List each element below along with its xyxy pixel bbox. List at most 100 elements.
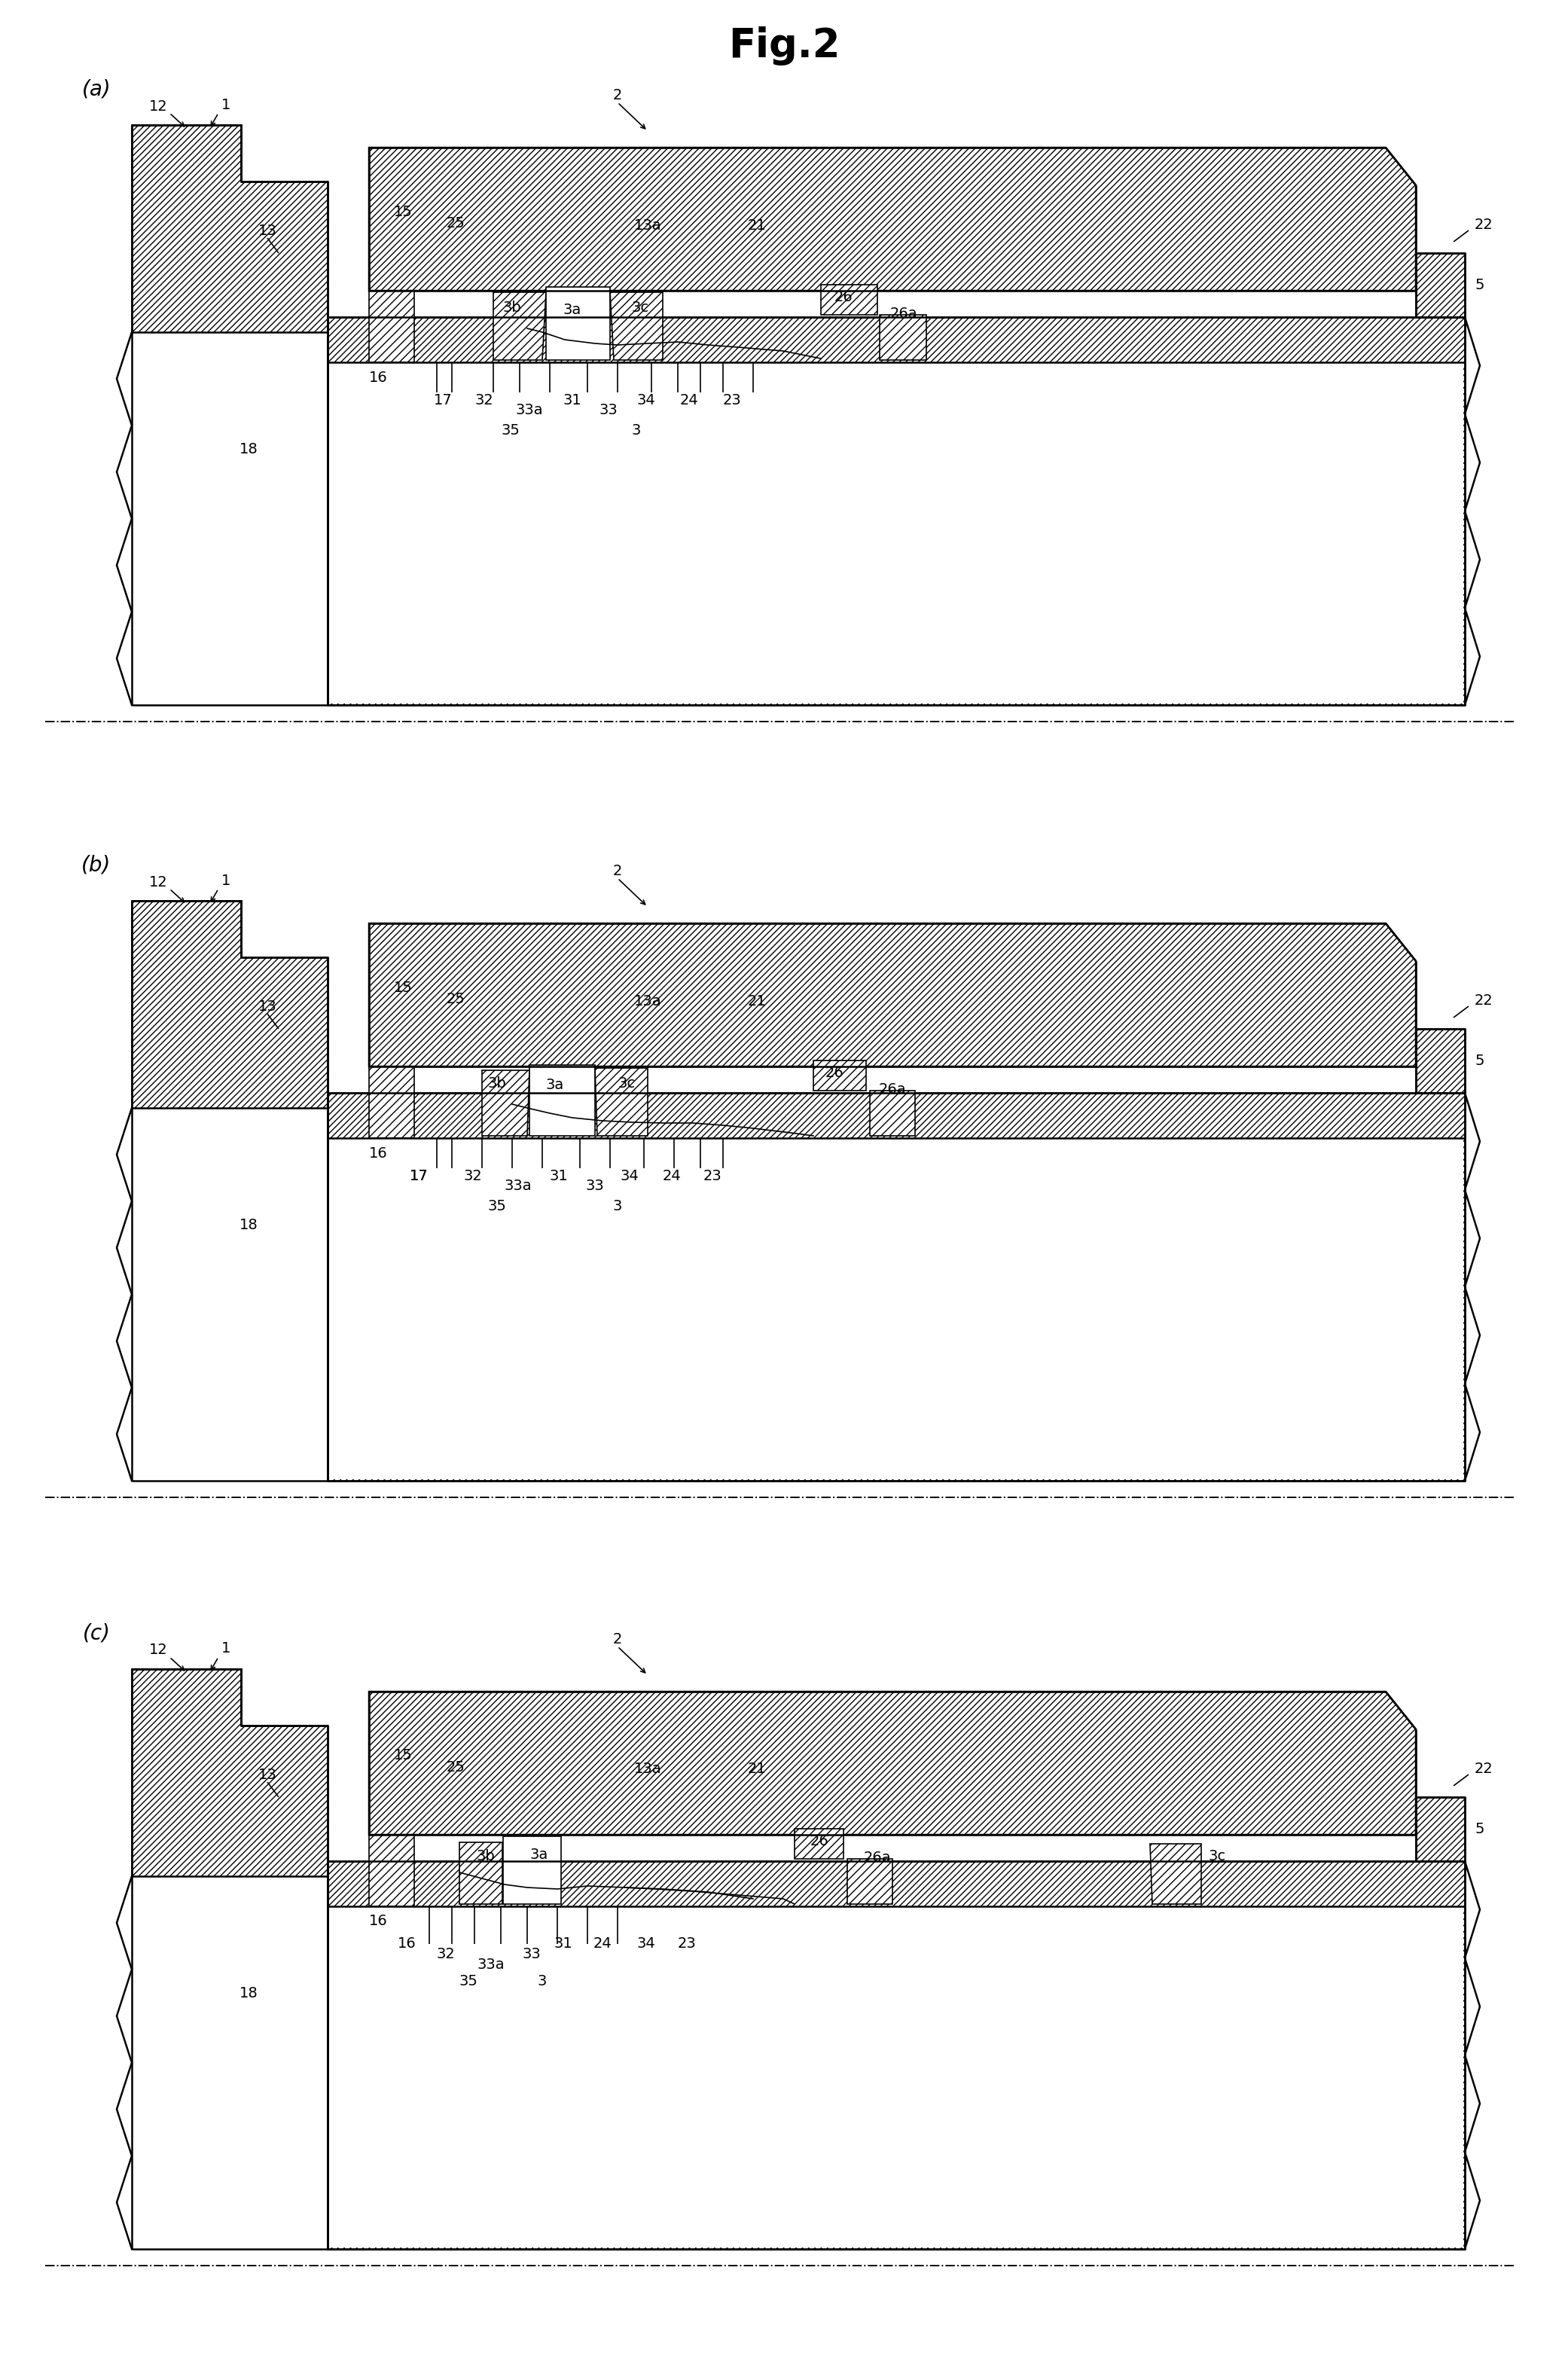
Polygon shape <box>870 1091 916 1136</box>
Text: 25: 25 <box>447 215 466 229</box>
Text: 3b: 3b <box>488 1077 506 1091</box>
Polygon shape <box>481 1070 530 1136</box>
Text: 23: 23 <box>723 392 742 406</box>
Text: 31: 31 <box>563 392 582 406</box>
Polygon shape <box>795 1828 844 1859</box>
Text: 25: 25 <box>447 992 466 1006</box>
Text: 21: 21 <box>748 217 767 231</box>
Polygon shape <box>132 900 241 957</box>
Text: 32: 32 <box>464 1169 483 1183</box>
Text: 35: 35 <box>488 1198 506 1214</box>
Text: 13: 13 <box>259 999 276 1013</box>
Polygon shape <box>880 314 927 359</box>
Polygon shape <box>459 1842 502 1904</box>
Polygon shape <box>329 1906 1463 2249</box>
Polygon shape <box>503 1835 561 1904</box>
Polygon shape <box>814 1061 866 1091</box>
Text: 17: 17 <box>409 1169 428 1183</box>
Text: 22: 22 <box>1474 992 1493 1006</box>
Text: 5: 5 <box>1474 1053 1483 1068</box>
Text: 16: 16 <box>397 1937 416 1951</box>
Text: 22: 22 <box>1474 1762 1493 1776</box>
Text: 13: 13 <box>259 1767 276 1781</box>
Text: 3b: 3b <box>503 300 522 314</box>
Text: 35: 35 <box>502 423 521 437</box>
Text: 31: 31 <box>549 1169 568 1183</box>
Text: 2: 2 <box>613 1632 622 1646</box>
Text: 12: 12 <box>149 874 168 888</box>
Text: 5: 5 <box>1474 279 1483 293</box>
Text: 3c: 3c <box>632 300 649 314</box>
Text: 26: 26 <box>825 1065 844 1079</box>
Text: (c): (c) <box>83 1623 110 1644</box>
Text: 3c: 3c <box>1209 1849 1226 1864</box>
Text: 3a: 3a <box>546 1077 564 1091</box>
Polygon shape <box>1416 1030 1465 1094</box>
Text: 24: 24 <box>593 1937 612 1951</box>
Polygon shape <box>847 1859 892 1904</box>
Text: 22: 22 <box>1474 217 1493 231</box>
Polygon shape <box>328 1094 1465 1481</box>
Text: 3a: 3a <box>530 1847 549 1861</box>
Text: 26: 26 <box>811 1833 829 1847</box>
Polygon shape <box>132 900 328 1108</box>
Text: 18: 18 <box>240 1986 257 2001</box>
Text: 17: 17 <box>433 392 452 406</box>
Text: 25: 25 <box>447 1760 466 1774</box>
Text: 13a: 13a <box>633 217 662 231</box>
Text: 34: 34 <box>637 1937 655 1951</box>
Text: 32: 32 <box>436 1946 455 1960</box>
Text: 3c: 3c <box>618 1077 635 1091</box>
Text: 3a: 3a <box>563 302 582 317</box>
Polygon shape <box>132 1670 241 1727</box>
Text: 31: 31 <box>554 1937 572 1951</box>
Text: 34: 34 <box>621 1169 638 1183</box>
Text: 5: 5 <box>1474 1821 1483 1835</box>
Text: 2: 2 <box>613 864 622 879</box>
Polygon shape <box>132 125 241 182</box>
Text: 3b: 3b <box>477 1849 495 1864</box>
Polygon shape <box>1149 1845 1201 1904</box>
Text: Fig.2: Fig.2 <box>728 26 840 66</box>
Text: 3: 3 <box>613 1198 622 1214</box>
Text: 18: 18 <box>240 1216 257 1233</box>
Text: 12: 12 <box>149 1644 168 1658</box>
Polygon shape <box>329 361 1463 704</box>
Text: 33a: 33a <box>505 1179 532 1193</box>
Polygon shape <box>329 1138 1463 1479</box>
Text: 33: 33 <box>585 1179 604 1193</box>
Text: 1: 1 <box>221 1642 230 1656</box>
Polygon shape <box>368 149 1416 291</box>
Text: 17: 17 <box>409 1169 428 1183</box>
Polygon shape <box>530 1065 594 1136</box>
Polygon shape <box>822 286 878 314</box>
Polygon shape <box>368 1068 414 1138</box>
Text: 34: 34 <box>637 392 655 406</box>
Text: 24: 24 <box>662 1169 681 1183</box>
Text: 26a: 26a <box>878 1082 906 1096</box>
Text: 23: 23 <box>702 1169 721 1183</box>
Polygon shape <box>368 1691 1416 1835</box>
Text: 33a: 33a <box>516 402 543 416</box>
Text: 3: 3 <box>632 423 641 437</box>
Text: 12: 12 <box>149 99 168 113</box>
Polygon shape <box>1416 253 1465 317</box>
Text: 26a: 26a <box>864 1849 891 1864</box>
Text: 16: 16 <box>368 371 387 385</box>
Text: 33: 33 <box>599 402 618 416</box>
Polygon shape <box>494 293 546 359</box>
Text: 13a: 13a <box>633 994 662 1009</box>
Text: 15: 15 <box>394 205 412 220</box>
Text: (a): (a) <box>82 78 111 99</box>
Text: 33a: 33a <box>477 1958 505 1972</box>
Polygon shape <box>132 1670 328 1875</box>
Text: 21: 21 <box>748 1762 767 1776</box>
Text: 18: 18 <box>240 442 257 456</box>
Polygon shape <box>1416 1797 1465 1861</box>
Polygon shape <box>546 286 610 359</box>
Text: 26a: 26a <box>891 307 917 321</box>
Polygon shape <box>610 293 663 359</box>
Polygon shape <box>328 317 1465 704</box>
Text: (b): (b) <box>82 855 111 876</box>
Text: 3: 3 <box>538 1975 547 1989</box>
